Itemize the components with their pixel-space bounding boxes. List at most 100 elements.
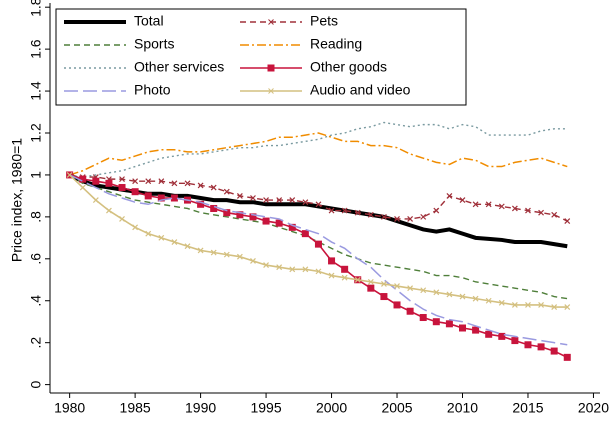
legend-marker [268, 19, 274, 25]
marker [394, 283, 400, 289]
marker [432, 318, 440, 326]
marker [459, 197, 466, 204]
marker [459, 293, 466, 300]
marker [419, 314, 427, 322]
marker [119, 216, 125, 222]
y-tick-label: 1 [28, 171, 44, 179]
marker [341, 265, 349, 273]
series [69, 174, 568, 346]
marker [551, 211, 558, 218]
marker [145, 230, 152, 237]
marker [302, 199, 309, 206]
marker [511, 337, 519, 345]
marker [92, 177, 100, 185]
marker [106, 207, 112, 214]
marker [250, 257, 256, 264]
marker [341, 274, 348, 281]
x-tick-label: 1985 [120, 400, 151, 416]
marker [263, 197, 269, 204]
marker [394, 216, 400, 222]
marker [525, 207, 531, 214]
marker [472, 201, 479, 208]
x-tick-label: 2015 [512, 400, 543, 416]
y-tick-label: 1.6 [28, 39, 44, 59]
marker [550, 347, 558, 355]
marker [564, 304, 571, 310]
marker [445, 320, 453, 328]
marker [525, 302, 531, 308]
series [69, 174, 568, 300]
x-tick-label: 1990 [185, 400, 216, 416]
marker [289, 197, 296, 204]
marker [420, 213, 427, 220]
legend-label: Other services [134, 59, 224, 75]
marker [170, 194, 178, 202]
marker [210, 204, 218, 212]
marker [564, 218, 571, 224]
marker [210, 249, 217, 256]
line [69, 132, 568, 176]
legend-label: Photo [134, 82, 171, 98]
marker [381, 213, 387, 220]
marker [118, 184, 126, 192]
marker [314, 240, 322, 248]
marker [381, 281, 387, 287]
marker [407, 285, 414, 292]
y-tick-label: 1.8 [28, 0, 44, 17]
x-tick-label: 2020 [578, 400, 609, 416]
x-tick-label: 1980 [54, 400, 85, 416]
marker [105, 179, 113, 187]
y-tick-label: 0 [28, 381, 44, 389]
series [69, 121, 568, 178]
marker [158, 234, 165, 241]
marker [315, 201, 322, 208]
marker [92, 197, 99, 204]
marker [276, 264, 283, 271]
marker [498, 332, 506, 340]
y-tick-label: .2 [28, 337, 44, 349]
marker [563, 353, 571, 361]
marker [485, 330, 493, 338]
line [69, 121, 568, 178]
marker [236, 192, 243, 199]
y-tick-label: .4 [28, 295, 44, 307]
marker [184, 180, 191, 187]
line [69, 174, 568, 359]
marker [446, 192, 453, 199]
marker [144, 192, 152, 200]
legend-label: Sports [134, 36, 174, 52]
marker [66, 172, 73, 178]
marker [275, 219, 283, 227]
marker [210, 184, 217, 191]
marker [197, 200, 205, 208]
marker [223, 209, 231, 217]
marker [145, 178, 152, 185]
legend-box [55, 8, 467, 106]
x-tick-label: 2010 [447, 400, 478, 416]
marker [538, 209, 544, 216]
marker [223, 251, 230, 258]
x-tick-label: 2005 [381, 400, 412, 416]
marker [262, 217, 270, 225]
marker [184, 243, 191, 250]
marker [132, 178, 139, 185]
marker [158, 178, 165, 185]
marker [433, 207, 440, 214]
marker [367, 278, 374, 285]
marker [472, 326, 480, 334]
series [68, 173, 568, 249]
marker [328, 207, 335, 214]
legend-label: Reading [310, 36, 362, 52]
marker [263, 262, 269, 269]
y-axis-label: Price index, 1980=1 [9, 138, 25, 262]
marker [367, 284, 375, 292]
marker [131, 188, 139, 196]
y-tick-label: 1.4 [28, 81, 44, 101]
marker [354, 276, 361, 283]
legend: Total Pets Sports Reading Other services Othe… [55, 8, 467, 106]
marker [538, 302, 544, 308]
legend-label: Total [134, 13, 164, 29]
legend-label: Audio and video [310, 82, 411, 98]
marker [367, 211, 374, 218]
